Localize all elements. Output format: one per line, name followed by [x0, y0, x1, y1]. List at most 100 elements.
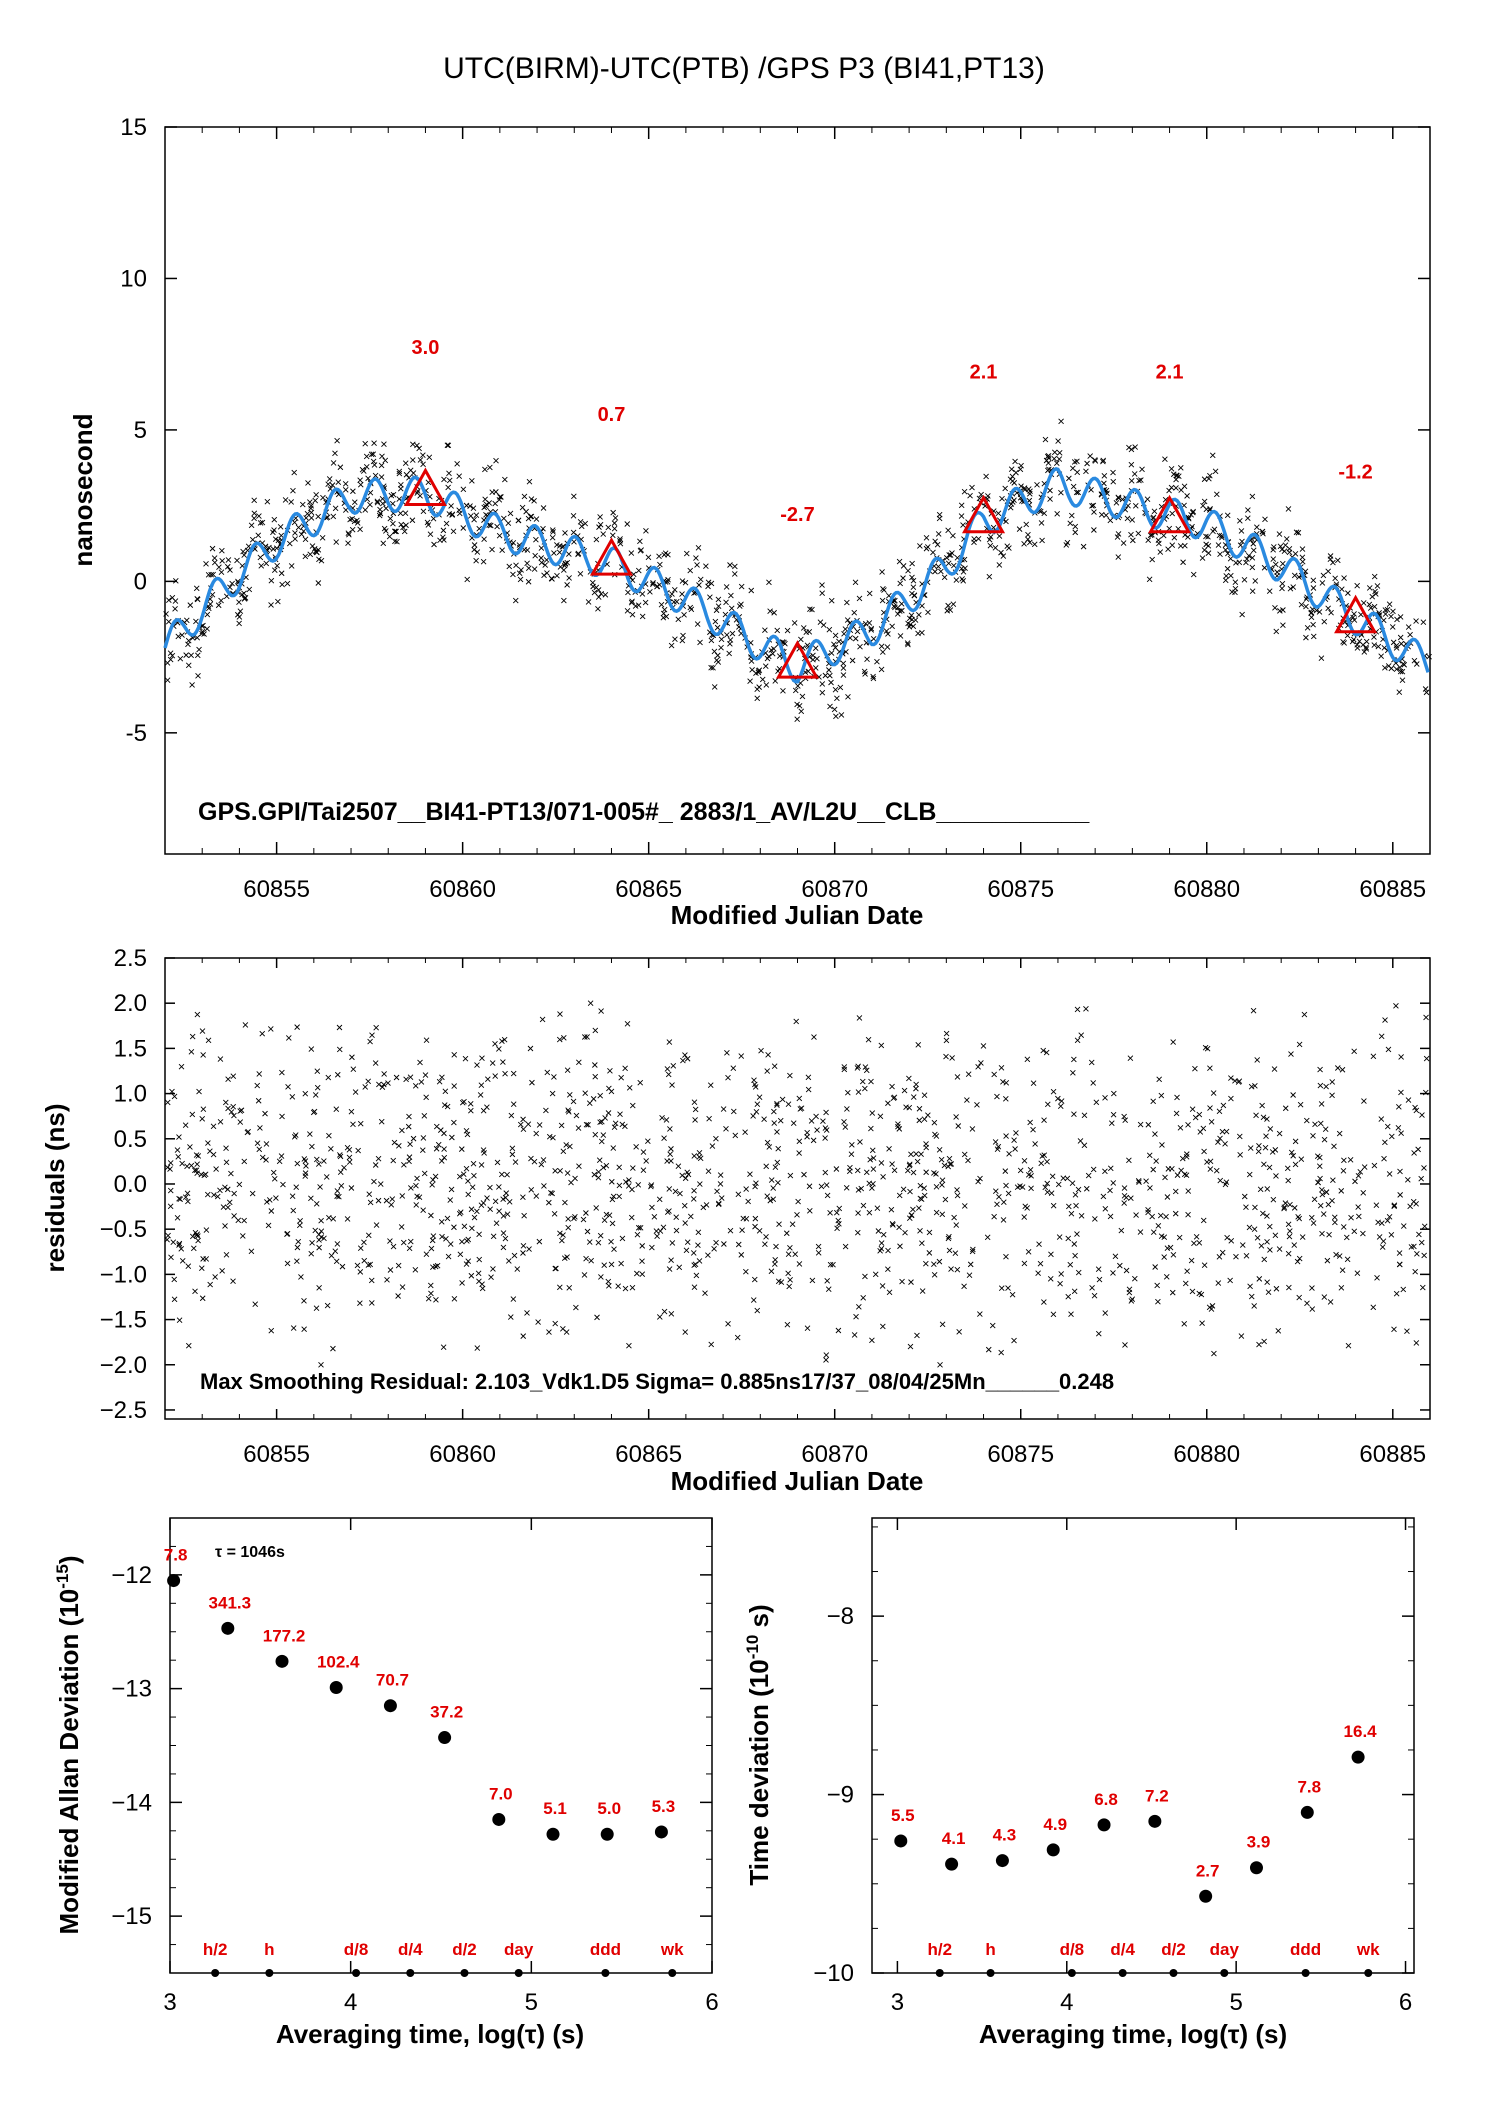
data-point [904, 640, 911, 646]
residual-point [742, 1129, 748, 1135]
residual-point [1025, 1248, 1032, 1255]
data-point [409, 457, 416, 463]
residual-point [943, 1037, 950, 1044]
residual-point [933, 1209, 940, 1216]
residual-point [1058, 1271, 1065, 1277]
data-point [671, 587, 678, 593]
residual-point [539, 1016, 546, 1023]
residual-point [492, 1198, 499, 1205]
residual-point [725, 1320, 731, 1327]
data-point [320, 494, 326, 501]
residual-point [867, 1156, 874, 1163]
residual-point [1327, 1299, 1334, 1305]
residual-point [427, 1282, 434, 1289]
residual-point [401, 1161, 407, 1168]
residual-point [1331, 1143, 1337, 1150]
data-point [1038, 520, 1045, 526]
residual-point [211, 1192, 217, 1198]
residual-point [1089, 1284, 1095, 1291]
residual-point [295, 1238, 302, 1245]
residual-point [292, 1132, 299, 1138]
residual-point [494, 1159, 501, 1166]
data-point [1385, 663, 1392, 669]
residual-point [1127, 1055, 1134, 1061]
data-point [403, 522, 409, 529]
residual-point [822, 1135, 828, 1141]
data-point [441, 476, 447, 483]
residual-point [336, 1193, 342, 1200]
residual-point [787, 1072, 793, 1079]
main-smoothed-curve [163, 467, 1430, 684]
residual-point [1078, 1032, 1085, 1039]
residual-point [1320, 1211, 1327, 1217]
data-point [682, 579, 689, 586]
residual-point [717, 1181, 724, 1187]
data-point [175, 633, 182, 640]
data-point [400, 524, 406, 531]
data-point [1266, 588, 1273, 594]
data-point [845, 694, 851, 700]
residual-point [399, 1127, 405, 1134]
data-point [1213, 491, 1220, 498]
data-point [1174, 472, 1180, 479]
residual-point [199, 1295, 206, 1302]
residual-point [869, 1337, 875, 1344]
residual-point [1341, 1157, 1347, 1164]
data-point [1366, 601, 1373, 608]
data-point [714, 624, 721, 631]
residual-point [1421, 1165, 1427, 1171]
data-point [1070, 465, 1076, 472]
residual-point [1246, 1171, 1253, 1178]
data-point [370, 451, 377, 457]
period-dot [1220, 1969, 1229, 1977]
residual-point [1256, 1341, 1262, 1348]
data-point [726, 650, 732, 657]
data-point [1388, 613, 1394, 620]
data-point [311, 546, 318, 552]
residual-point [1110, 1111, 1117, 1118]
residual-point [811, 1034, 817, 1040]
residual-point [432, 1173, 439, 1180]
data-point [665, 551, 671, 558]
residual-point [167, 1187, 174, 1194]
data-point [612, 515, 619, 521]
residual-point [471, 1214, 478, 1221]
residual-point [445, 1253, 452, 1260]
data-point [1341, 575, 1347, 581]
data-point [376, 512, 383, 519]
residual-point [768, 1177, 775, 1183]
residual-point [460, 1171, 467, 1178]
residual-point [1102, 1168, 1108, 1175]
data-point [593, 584, 600, 591]
residual-point [265, 1222, 272, 1229]
residual-point [635, 1224, 642, 1231]
residual-point [1174, 1172, 1181, 1178]
data-point [1084, 460, 1090, 467]
residual-point [880, 1173, 886, 1180]
residual-point [1150, 1166, 1157, 1173]
residual-point [435, 1141, 442, 1148]
residual-point [708, 1341, 715, 1348]
residual-point [1388, 1133, 1395, 1140]
residual-point [824, 1277, 831, 1284]
residual-point [600, 1132, 607, 1138]
deviation-value-label: 7.0 [489, 1784, 513, 1803]
residual-point [430, 1176, 436, 1183]
y-tick-label: 2.0 [114, 990, 147, 1017]
x-tick-label: 60875 [987, 1441, 1054, 1468]
data-point [345, 540, 351, 547]
residual-point [597, 1092, 604, 1099]
data-point [809, 606, 815, 613]
data-point [791, 620, 798, 626]
residual-point [833, 1166, 840, 1172]
marker-value-label: 2.1 [1156, 361, 1184, 383]
data-point [1224, 565, 1231, 572]
residual-point [230, 1103, 237, 1110]
residual-point [1093, 1099, 1100, 1106]
data-point [1351, 617, 1358, 623]
data-point [378, 462, 385, 469]
deviation-point [995, 1854, 1009, 1868]
residual-point [192, 1288, 198, 1295]
x-tick-label: 60860 [429, 876, 496, 903]
residual-point [1152, 1264, 1158, 1270]
